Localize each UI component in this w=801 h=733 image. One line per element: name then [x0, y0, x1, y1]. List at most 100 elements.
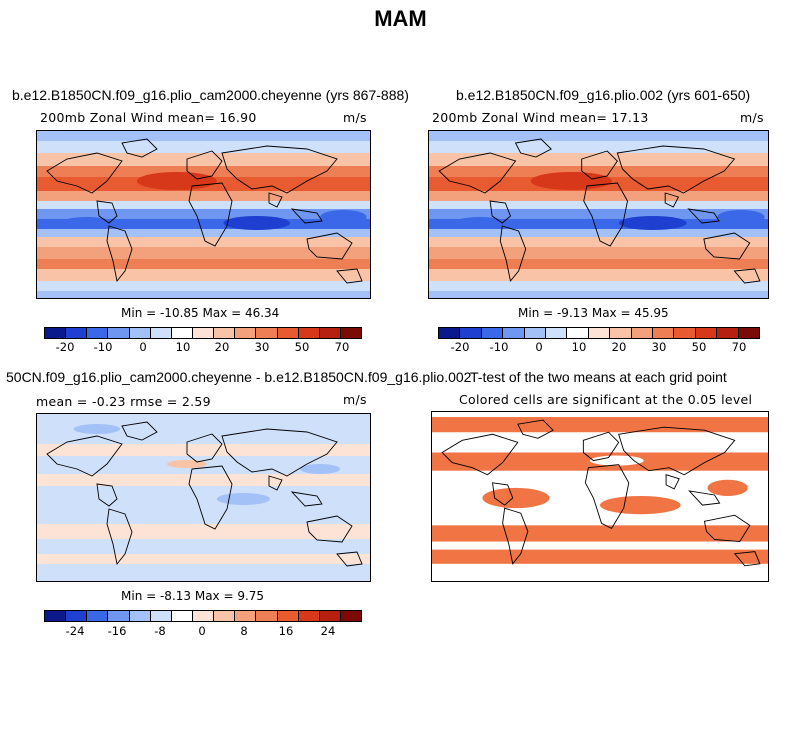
colorbar-swatch: [481, 328, 504, 338]
colorbar-swatch: [567, 328, 589, 338]
field-band: [37, 166, 370, 177]
field-band: [37, 237, 370, 247]
field-band: [429, 281, 768, 291]
colorbar-swatch: [340, 611, 362, 621]
panel3-field: [37, 414, 370, 581]
coastline: [306, 232, 353, 260]
field-band: [429, 219, 768, 229]
panel3-title: 50CN.f09_g16.plio_cam2000.cheyenne - b.e…: [6, 369, 472, 385]
panel2-tick-1: -20: [450, 340, 470, 354]
field-anomaly: [600, 495, 681, 515]
colorbar-swatch: [235, 611, 257, 621]
panel3-colorbar: [44, 610, 362, 622]
field-band: [37, 281, 370, 291]
coastline: [733, 268, 761, 284]
panel4-map: [431, 411, 769, 582]
field-band: [429, 166, 768, 177]
field-band: [429, 191, 768, 201]
field-anomaly: [445, 436, 486, 449]
coastline: [188, 182, 233, 247]
coastline: [703, 232, 751, 260]
coastline: [687, 208, 720, 224]
colorbar-swatch: [460, 328, 482, 338]
colorbar-swatch: [503, 328, 525, 338]
colorbar-swatch: [214, 328, 236, 338]
panel2-tick-3: 0: [535, 340, 543, 354]
panel1-title: b.e12.B1850CN.f09_g16.plio_cam2000.cheye…: [12, 87, 409, 103]
panel3-tick-6: 16: [278, 624, 294, 638]
coastline: [441, 433, 519, 476]
panel2-tick-8: 70: [731, 340, 747, 354]
colorbar-swatch: [256, 611, 278, 621]
panel2-field: [429, 131, 768, 298]
coastline: [336, 268, 363, 284]
panel3-tick-3: -8: [154, 624, 166, 638]
coastline: [733, 551, 761, 567]
coastline: [581, 150, 618, 180]
coastline: [121, 421, 158, 441]
coastline: [188, 465, 233, 530]
panel3-tick-5: 8: [240, 624, 248, 638]
panel1-tick-8: 70: [334, 340, 350, 354]
colorbar-swatch: [546, 328, 568, 338]
coastline: [46, 435, 123, 477]
panel2-tick-5: 20: [611, 340, 627, 354]
panel4-title: T-test of the two means at each grid poi…: [470, 369, 727, 385]
field-anomaly: [223, 216, 291, 230]
colorbar-swatch: [87, 611, 109, 621]
field-band: [37, 414, 370, 581]
colorbar-swatch: [235, 328, 257, 338]
colorbar-swatch: [717, 328, 739, 338]
coastline: [268, 192, 283, 208]
panel1-minmax: Min = -10.85 Max = 46.34: [121, 306, 280, 320]
coastline: [665, 474, 680, 490]
panel1-units: m/s: [343, 110, 367, 125]
coastline: [517, 419, 554, 439]
field-band: [37, 141, 370, 153]
field-anomaly: [707, 479, 748, 496]
field-band: [37, 524, 370, 539]
field-band: [429, 259, 768, 269]
panel1-colorbar: [44, 327, 362, 339]
panel1-map: [36, 130, 371, 299]
coastline: [584, 464, 630, 529]
colorbar-swatch: [66, 611, 88, 621]
panel3-subtitle: mean = -0.23 rmse = 2.59: [36, 394, 211, 409]
panel2-tick-4: 10: [571, 340, 587, 354]
coastline: [582, 431, 620, 462]
field-anomaly: [589, 455, 644, 466]
panel1-field: [37, 131, 370, 298]
coastline: [96, 200, 118, 224]
colorbar-swatch: [108, 611, 130, 621]
field-band: [37, 259, 370, 269]
colorbar-swatch: [45, 328, 67, 338]
coastline: [492, 482, 514, 506]
coastline: [438, 152, 517, 194]
colorbar-swatch: [214, 611, 236, 621]
coastline: [186, 150, 223, 180]
colorbar-swatch: [129, 328, 151, 338]
coastline: [106, 225, 133, 283]
panel2-tick-2: -10: [489, 340, 509, 354]
colorbar-swatch: [171, 611, 193, 621]
field-anomaly: [482, 487, 550, 509]
field-anomaly: [452, 217, 507, 229]
coastline: [106, 508, 133, 566]
coastline: [616, 145, 736, 194]
panel1-tick-2: -10: [93, 340, 113, 354]
field-band: [37, 201, 370, 209]
field-anomaly: [73, 424, 121, 434]
panel2-title: b.e12.B1850CN.f09_g16.plio.002 (yrs 601-…: [456, 87, 751, 103]
coastline: [618, 426, 736, 476]
colorbar-swatch: [66, 328, 88, 338]
colorbar-swatch: [631, 328, 654, 338]
field-band: [37, 229, 370, 237]
panel2-tick-6: 30: [651, 340, 667, 354]
field-anomaly: [300, 464, 341, 474]
colorbar-swatch: [277, 328, 299, 338]
field-band: [429, 209, 768, 219]
panel3-minmax: Min = -8.13 Max = 9.75: [121, 589, 265, 603]
field-band: [37, 444, 370, 456]
colorbar-swatch: [171, 328, 193, 338]
panel1-tick-7: 50: [294, 340, 310, 354]
